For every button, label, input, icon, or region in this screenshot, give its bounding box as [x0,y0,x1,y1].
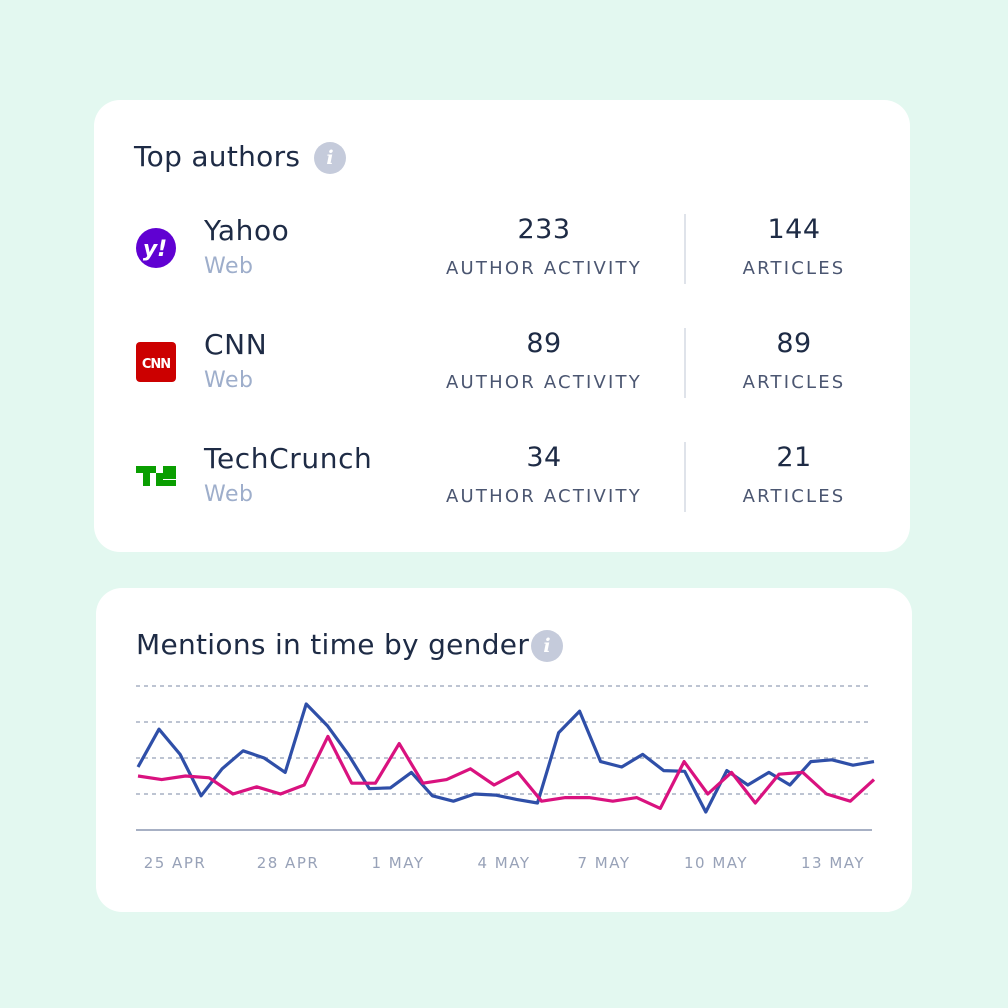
author-activity-value: 34 [526,442,562,473]
author-type: Web [204,368,254,393]
author-activity-label: AUTHOR ACTIVITY [446,372,642,393]
author-name: CNN [204,328,268,361]
series-line-1 [137,734,876,810]
author-type: Web [204,254,254,279]
articles-label: ARTICLES [742,486,846,507]
x-tick-label: 13 MAY [801,854,865,872]
articles-value: 89 [776,328,812,359]
cnn-logo-icon: CNN [136,342,176,382]
x-tick-label: 1 MAY [371,854,424,872]
author-activity-label: AUTHOR ACTIVITY [446,258,642,279]
series-line-0 [136,702,875,814]
articles-label: ARTICLES [742,258,846,279]
x-tick-label: 28 APR [257,854,320,872]
x-tick-label: 25 APR [144,854,207,872]
mentions-card: Mentions in time by gender i 25 APR 28 AP… [96,588,912,912]
articles-label: ARTICLES [742,372,846,393]
author-name: Yahoo [204,214,290,247]
author-row[interactable]: CNN CNN Web 89 AUTHOR ACTIVITY 89 ARTICL… [94,326,910,398]
author-activity-label: AUTHOR ACTIVITY [446,486,642,507]
svg-text:y!: y! [143,237,167,262]
divider [684,442,686,512]
mentions-title: Mentions in time by gender [136,628,530,661]
articles-value: 21 [776,442,812,473]
mentions-line-chart: 25 APR 28 APR 1 MAY 4 MAY 7 MAY 10 MAY 13 MAY [136,685,876,872]
info-icon[interactable]: i [531,630,563,662]
yahoo-logo-icon: y! [136,228,176,268]
author-row[interactable]: TechCrunch Web 34 AUTHOR ACTIVITY 21 ART… [94,440,910,512]
divider [684,328,686,398]
author-row[interactable]: y! Yahoo Web 233 AUTHOR ACTIVITY 144 ART… [94,212,910,284]
svg-text:CNN: CNN [142,357,170,372]
author-name: TechCrunch [204,442,373,475]
divider [684,214,686,284]
x-tick-label: 10 MAY [684,854,748,872]
author-type: Web [204,482,254,507]
articles-value: 144 [767,214,821,245]
author-activity-value: 233 [517,214,571,245]
author-activity-value: 89 [526,328,562,359]
techcrunch-logo-icon [136,466,176,486]
x-tick-label: 4 MAY [477,854,530,872]
info-icon[interactable]: i [314,142,346,174]
x-tick-label: 7 MAY [577,854,630,872]
top-authors-card: Top authors i y! Yahoo Web 233 AUTHOR AC… [94,100,910,552]
top-authors-title: Top authors [134,140,301,173]
